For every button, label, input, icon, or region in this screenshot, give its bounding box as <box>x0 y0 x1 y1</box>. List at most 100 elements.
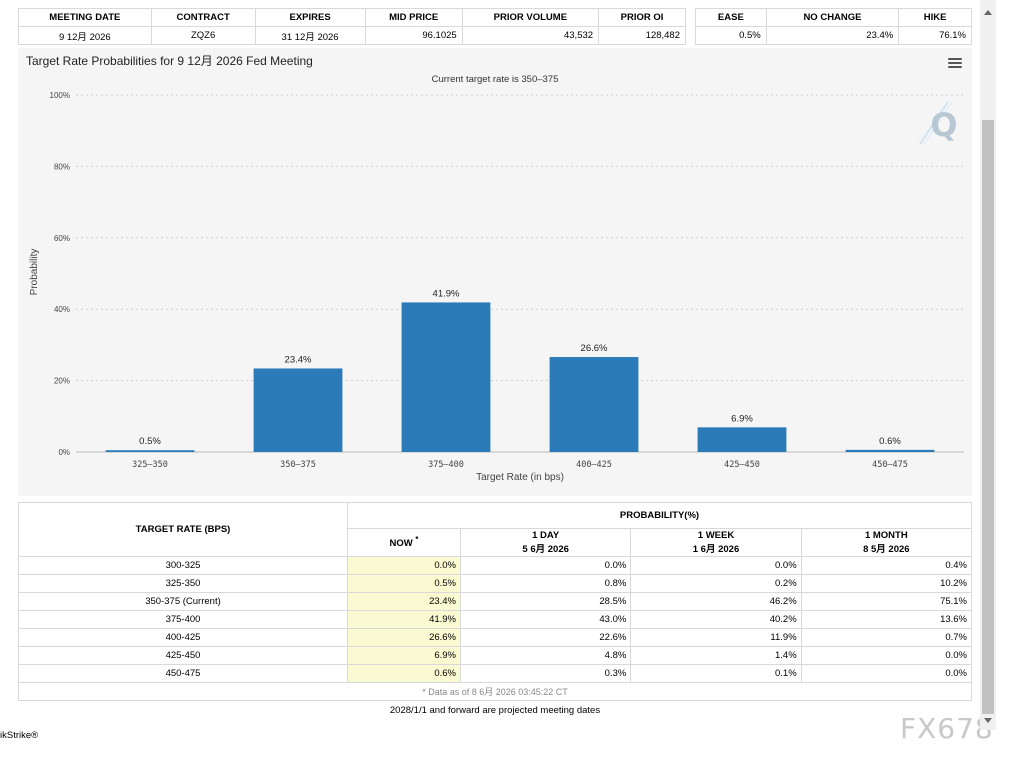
x-tick-label: 375–400 <box>428 460 464 470</box>
prob-table-footnote-row: * Data as of 8 6月 2026 03:45:22 CT <box>18 682 972 701</box>
menu-bar <box>948 62 962 64</box>
x-tick-label: 450–475 <box>872 460 908 470</box>
y-tick-label: 80% <box>54 162 70 171</box>
col-meeting-date: MEETING DATE <box>18 8 152 27</box>
one-week-date: 1 6月 2026 <box>692 544 740 555</box>
cell-1-week: 0.0% <box>630 556 802 575</box>
col-1-month: 1 MONTH 8 5月 2026 <box>800 528 973 557</box>
y-axis-ticks: 0% 20% 40% 60% 80% 100% <box>50 91 70 457</box>
col-target-rate: TARGET RATE (BPS) <box>18 502 348 557</box>
col-no-change: NO CHANGE <box>765 8 900 27</box>
data-label: 0.6% <box>879 436 901 447</box>
prob-subheader-row: NOW * 1 DAY 5 6月 2026 1 WEEK 1 6月 2026 1… <box>19 528 973 557</box>
col-prior-volume: PRIOR VOLUME <box>461 8 600 27</box>
cell-1-week: 0.1% <box>630 664 802 683</box>
cell-now: 6.9% <box>347 646 461 665</box>
prob-table-row: 425-450 6.9% 4.8% 1.4% 0.0% <box>18 646 973 665</box>
prob-table-row: 450-475 0.6% 0.3% 0.1% 0.0% <box>18 664 973 683</box>
bar-3[interactable] <box>549 357 639 452</box>
y-tick-label: 0% <box>58 448 70 457</box>
grid-lines <box>76 94 964 382</box>
data-timestamp-note: * Data as of 8 6月 2026 03:45:22 CT <box>18 682 972 701</box>
bars <box>105 302 935 452</box>
cell-1-week: 0.2% <box>630 574 802 593</box>
chart-panel: Target Rate Probabilities for 9 12月 2026… <box>18 48 972 496</box>
cell-rate: 450-475 <box>18 664 348 683</box>
brand-text: ikStrike® <box>0 730 39 741</box>
outcome-header-row: EASE NO CHANGE HIKE <box>695 8 972 27</box>
col-now: NOW * <box>347 528 461 557</box>
cell-rate: 425-450 <box>18 646 348 665</box>
x-tick-label: 425–450 <box>724 460 760 470</box>
cell-rate: 350-375 (Current) <box>18 592 348 611</box>
prior-volume-value: 43,532 <box>461 26 600 45</box>
watermark-logo: FX678 <box>900 712 994 745</box>
cell-rate: 300-325 <box>18 556 348 575</box>
contract-value: ZQZ6 <box>150 26 256 45</box>
menu-bar <box>948 66 962 68</box>
chart-title: Target Rate Probabilities for 9 12月 2026… <box>26 54 313 68</box>
x-tick-label: 325–350 <box>132 460 168 470</box>
cell-1-month: 10.2% <box>800 574 973 593</box>
cell-1-month: 75.1% <box>800 592 973 611</box>
y-tick-label: 100% <box>50 91 70 100</box>
prob-table-row: 350-375 (Current) 23.4% 28.5% 46.2% 75.1% <box>18 592 973 611</box>
now-label: NOW <box>389 538 413 550</box>
mid-price-value: 96.1025 <box>364 26 463 45</box>
cell-1-week: 46.2% <box>630 592 802 611</box>
prob-table-row: 375-400 41.9% 43.0% 40.2% 13.6% <box>18 610 973 629</box>
cell-1-day: 0.3% <box>459 664 632 683</box>
cell-now: 0.6% <box>347 664 461 683</box>
prob-table-row: 400-425 26.6% 22.6% 11.9% 0.7% <box>18 628 973 647</box>
data-label: 41.9% <box>433 288 460 299</box>
one-week-label: 1 WEEK <box>697 530 735 541</box>
y-axis-title: Probability <box>29 249 40 296</box>
data-label: 6.9% <box>731 413 753 424</box>
cell-1-week: 11.9% <box>630 628 802 647</box>
cell-1-week: 1.4% <box>630 646 802 665</box>
meeting-info-header-row: MEETING DATE CONTRACT EXPIRES MID PRICE … <box>18 8 686 27</box>
cell-now: 0.0% <box>347 556 461 575</box>
bar-2[interactable] <box>401 302 491 452</box>
scrollbar-thumb[interactable] <box>982 120 994 714</box>
cell-1-week: 40.2% <box>630 610 802 629</box>
hike-value: 76.1% <box>898 26 972 45</box>
col-mid-price: MID PRICE <box>364 8 463 27</box>
data-label: 23.4% <box>285 354 312 365</box>
cell-1-month: 0.4% <box>800 556 973 575</box>
prior-oi-value: 128,482 <box>598 26 686 45</box>
ease-value: 0.5% <box>695 26 767 45</box>
scroll-up-arrow-icon[interactable] <box>984 10 992 15</box>
y-tick-label: 40% <box>54 305 70 314</box>
cell-now: 41.9% <box>347 610 461 629</box>
col-1-day: 1 DAY 5 6月 2026 <box>459 528 632 557</box>
col-contract: CONTRACT <box>150 8 256 27</box>
prob-table-row: 300-325 0.0% 0.0% 0.0% 0.4% <box>18 556 973 575</box>
bar-5[interactable] <box>845 449 935 452</box>
cell-1-month: 0.0% <box>800 646 973 665</box>
x-axis-ticks: 325–350 350–375 375–400 400–425 425–450 450–4… <box>132 460 908 470</box>
one-day-label: 1 DAY <box>532 530 560 541</box>
bar-4[interactable] <box>697 427 787 452</box>
outcome-table: EASE NO CHANGE HIKE 0.5% 23.4% 76.1% <box>695 8 972 45</box>
scroll-down-arrow-icon[interactable] <box>984 718 992 723</box>
data-labels: 0.5% 23.4% 41.9% 26.6% 6.9% 0.6% <box>139 288 901 447</box>
cell-1-month: 13.6% <box>800 610 973 629</box>
col-probability: PROBABILITY(%) <box>347 502 972 529</box>
bar-1[interactable] <box>253 368 343 452</box>
col-ease: EASE <box>695 8 767 27</box>
cell-1-day: 0.8% <box>459 574 632 593</box>
one-month-label: 1 MONTH <box>864 530 908 541</box>
cell-1-day: 28.5% <box>459 592 632 611</box>
cell-now: 23.4% <box>347 592 461 611</box>
probability-table: TARGET RATE (BPS) PROBABILITY(%) NOW * 1… <box>18 502 973 701</box>
data-label: 26.6% <box>581 343 608 354</box>
y-tick-label: 20% <box>54 377 70 386</box>
prob-table-body: 300-325 0.0% 0.0% 0.0% 0.4% 325-350 0.5% 0.8% 0.… <box>18 556 973 701</box>
quikstrike-logo-icon: Q <box>919 101 958 145</box>
bar-0[interactable] <box>105 450 195 452</box>
cell-1-day: 22.6% <box>459 628 632 647</box>
chart-menu-icon[interactable] <box>948 56 962 70</box>
x-tick-label: 400–425 <box>576 460 612 470</box>
col-hike: HIKE <box>898 8 972 27</box>
